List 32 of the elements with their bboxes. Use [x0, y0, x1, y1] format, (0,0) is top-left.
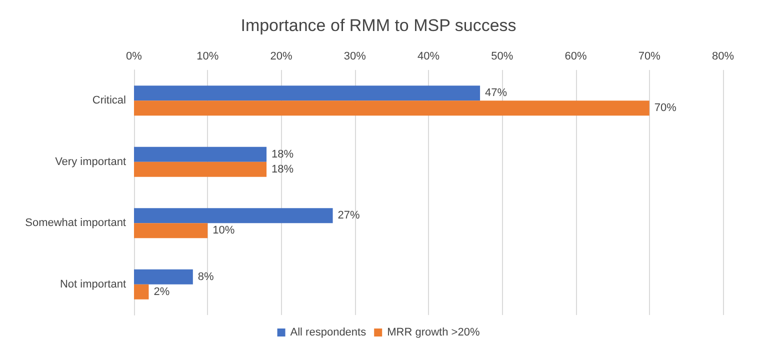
x-tick-label: 10% [196, 50, 219, 62]
legend-label: All respondents [290, 326, 367, 338]
data-label: 10% [212, 224, 235, 237]
bar [134, 146, 267, 162]
data-label: 18% [272, 163, 294, 176]
data-label: 70% [654, 102, 677, 114]
legend-label: MRR growth >20% [387, 326, 480, 338]
bar [134, 86, 480, 101]
data-label: 2% [154, 286, 170, 298]
data-label: 27% [338, 210, 360, 222]
x-tick-label: 30% [344, 50, 366, 62]
bar [134, 223, 208, 238]
x-tick-label: 20% [270, 50, 292, 62]
y-tick-label: Somewhat important [25, 217, 126, 230]
x-tick-label: 80% [712, 50, 734, 62]
x-tick-label: 0% [126, 50, 142, 62]
data-label: 18% [272, 148, 294, 160]
x-tick-label: 60% [564, 50, 587, 62]
x-tick-label: 70% [638, 50, 661, 62]
data-label: 47% [485, 87, 508, 100]
x-tick-label: 50% [491, 50, 514, 62]
y-tick-label: Very important [55, 156, 126, 168]
chart-title: Importance of RMM to MSP success [240, 16, 516, 35]
bar [134, 208, 333, 224]
data-label: 8% [198, 270, 214, 283]
bar [134, 284, 149, 300]
bar [134, 100, 650, 116]
y-tick-label: Critical [92, 94, 126, 107]
bar [134, 269, 193, 284]
y-tick-label: Not important [60, 278, 126, 290]
x-tick-label: 40% [417, 50, 440, 62]
bar [134, 162, 267, 177]
